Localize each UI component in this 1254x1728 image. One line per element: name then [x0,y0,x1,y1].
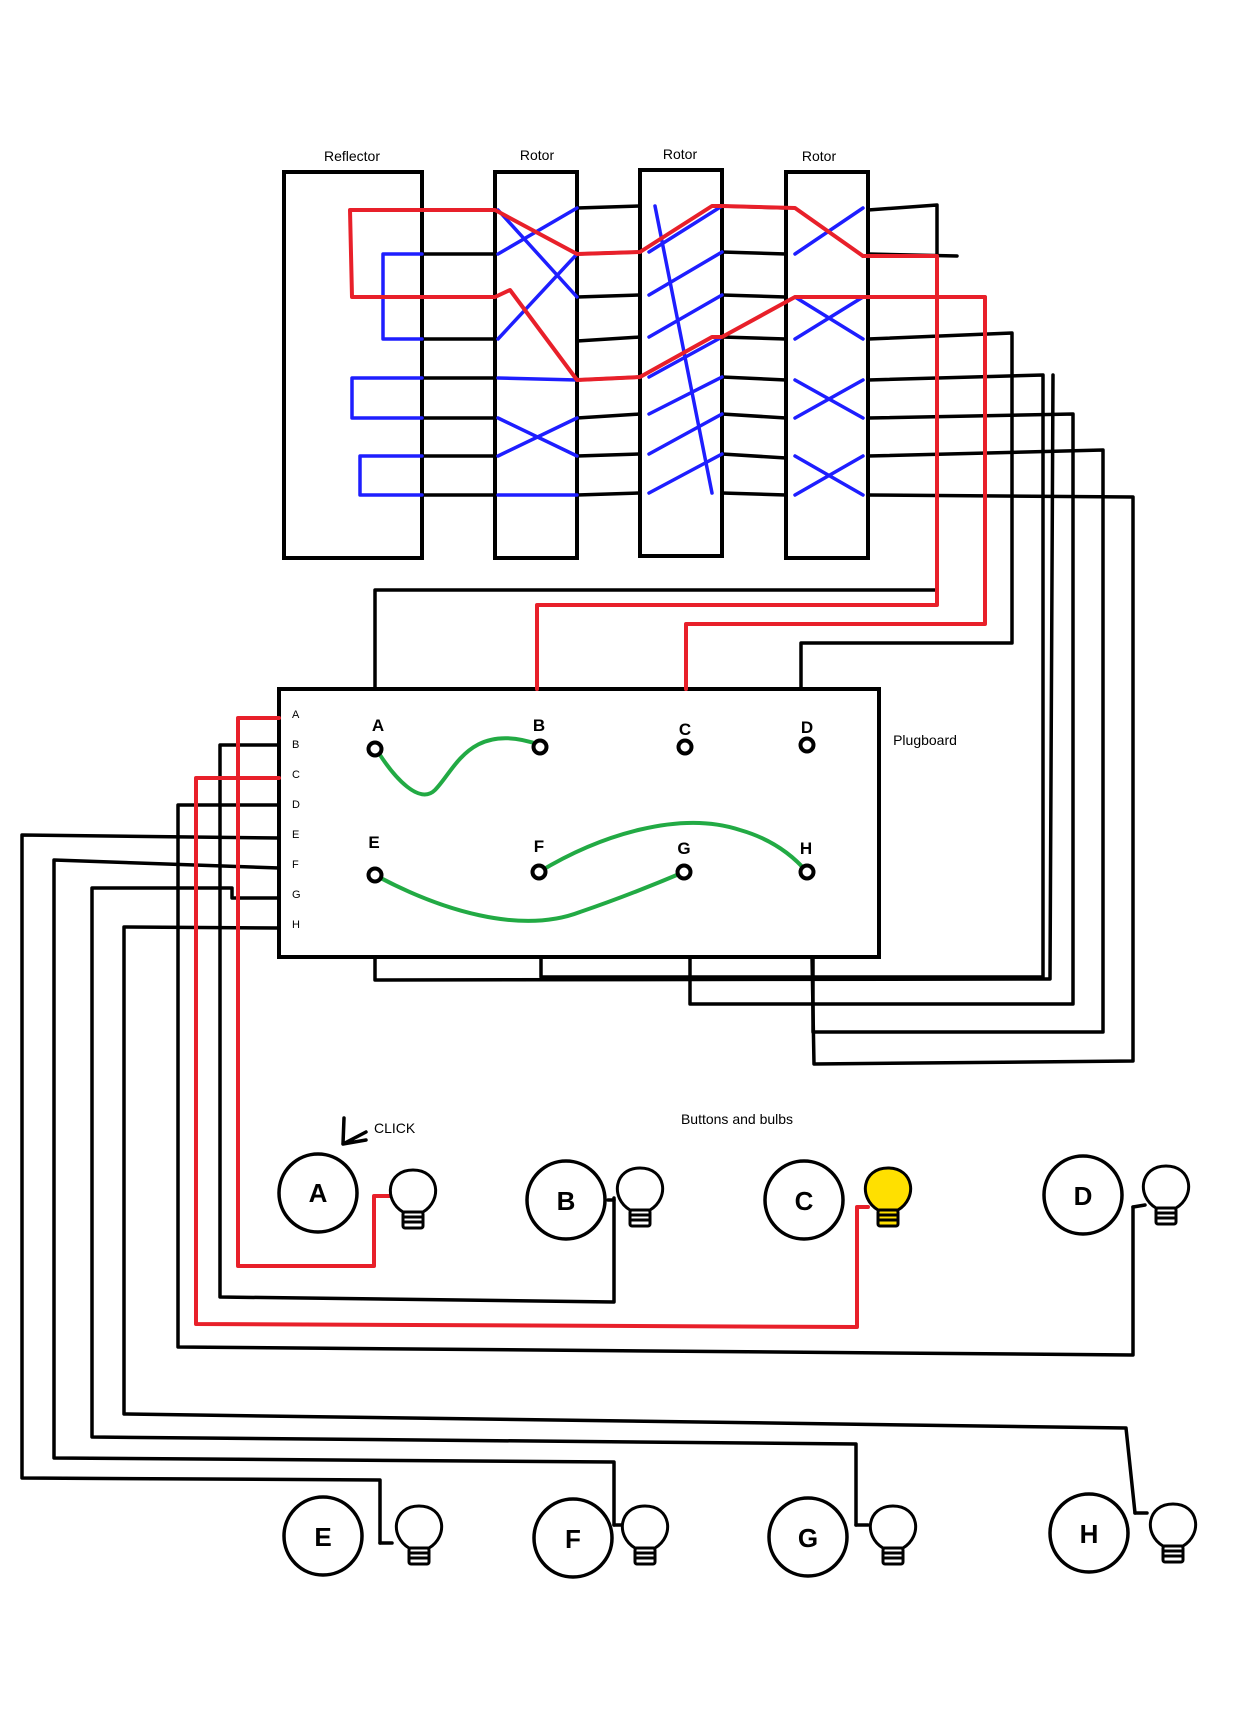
bulb-f-icon [620,1504,670,1566]
button-b-circle [525,1159,607,1241]
bulb-c-icon [863,1166,913,1228]
pin-label-c: C [292,769,300,781]
button-e-circle [282,1495,364,1577]
reflector-box [282,170,424,560]
button-a-circle [277,1152,359,1234]
button-c-circle [763,1159,845,1241]
button-a[interactable]: A [277,1152,359,1234]
jack-label-c: C [679,720,691,739]
key-buttons: A B C D E F G H [277,1152,1130,1579]
jack-a[interactable] [366,740,384,758]
plugboard-box [277,687,881,959]
button-h[interactable]: H [1048,1492,1130,1574]
rotor-2-box [638,168,724,558]
button-b[interactable]: B [525,1159,607,1241]
plugboard-title: Plugboard [893,732,957,748]
rotor-1-title: Rotor [520,147,555,163]
jack-e[interactable] [366,866,384,884]
button-c-label: C [795,1186,814,1216]
bulb-a-icon [388,1168,438,1230]
jack-label-b: B [533,716,545,735]
plug-cables [373,736,809,923]
button-e[interactable]: E [282,1495,364,1577]
button-g-circle [767,1496,849,1578]
bulb-e-icon [394,1504,444,1566]
bulb-g-icon [868,1504,918,1566]
button-g[interactable]: G [767,1496,849,1578]
button-d[interactable]: D [1042,1154,1124,1236]
button-d-label: D [1074,1181,1093,1211]
button-b-label: B [557,1186,576,1216]
button-c[interactable]: C [763,1159,845,1241]
button-f-circle [532,1497,614,1579]
button-wires [20,743,1149,1545]
active-signal-path [194,204,987,1329]
jack-label-f: F [534,837,544,856]
jack-f[interactable] [530,863,548,881]
button-e-label: E [314,1522,331,1552]
plugboard-pins: A B C D E F G H [292,709,301,931]
rotor-3-box [784,170,870,560]
rotor-1-box [493,170,579,560]
click-arrow-icon [341,1116,368,1146]
button-f-label: F [565,1524,581,1554]
button-h-circle [1048,1492,1130,1574]
bulb-b-icon [615,1166,665,1228]
jack-label-h: H [800,839,812,858]
jack-label-a: A [372,716,384,735]
bulb-h-icon [1148,1502,1198,1564]
pin-label-g: G [292,889,301,901]
bulb-d-icon [1141,1164,1191,1226]
button-a-label: A [309,1178,328,1208]
buttons-and-bulbs-title: Buttons and bulbs [681,1111,793,1127]
jack-g[interactable] [675,863,693,881]
reflector-title: Reflector [324,148,380,164]
jack-label-d: D [801,718,813,737]
internal-wiring [350,204,865,497]
pin-label-f: F [292,859,299,871]
jack-label-g: G [677,839,690,858]
jack-c[interactable] [676,738,694,756]
plugboard-jacks [366,736,816,884]
jack-d[interactable] [798,736,816,754]
jack-b[interactable] [531,738,549,756]
button-f[interactable]: F [532,1497,614,1579]
pin-label-b: B [292,739,299,751]
button-d-circle [1042,1154,1124,1236]
button-g-label: G [798,1523,818,1553]
pin-label-h: H [292,919,300,931]
plugboard-jack-labels: A B C D E F G H [368,716,813,858]
pin-label-d: D [292,799,300,811]
inter-rotor-wires [373,203,1135,1066]
jack-label-e: E [368,833,379,852]
rotor-3-title: Rotor [802,148,837,164]
rotor-2-title: Rotor [663,146,698,162]
click-label: CLICK [374,1120,416,1136]
pin-label-a: A [292,709,300,721]
button-h-label: H [1080,1519,1099,1549]
pin-label-e: E [292,829,299,841]
jack-h[interactable] [798,863,816,881]
